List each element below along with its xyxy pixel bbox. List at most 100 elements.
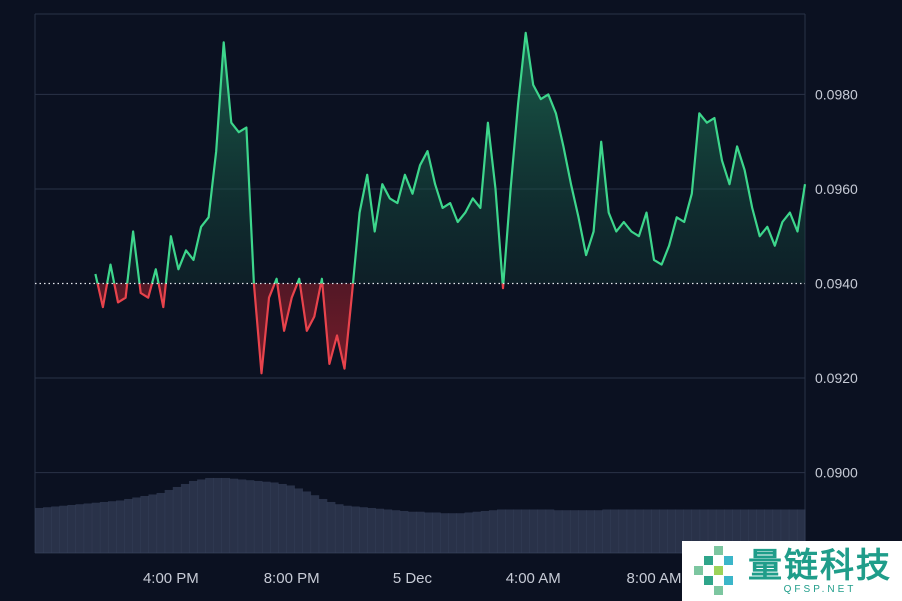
volume-bar: [651, 509, 660, 553]
volume-bar: [553, 510, 563, 553]
axis-ticks: 0.0980 0.0960 0.0940 0.0920 0.0900 4:00 PM 8:0…: [143, 86, 858, 587]
volume-bar: [740, 509, 749, 553]
volume-bar: [537, 509, 547, 553]
volume-bar: [91, 502, 101, 553]
volume-bar: [699, 509, 709, 553]
volume-bar: [391, 510, 401, 553]
y-tick-label: 0.0980: [815, 86, 858, 102]
volume-bar: [189, 480, 198, 553]
y-tick-label: 0.0960: [815, 181, 858, 197]
x-tick-label: 8:00 PM: [264, 570, 320, 587]
volume-bar: [642, 509, 652, 553]
volume-bar: [197, 479, 206, 553]
volume-bar: [472, 511, 482, 553]
area-above-baseline: [95, 32, 805, 284]
volume-bar: [51, 506, 60, 553]
volume-bar: [213, 477, 222, 553]
watermark-url: QFSP.NET: [783, 583, 857, 595]
volume-bar: [334, 504, 344, 553]
volume-bar: [586, 510, 595, 553]
volume-bar: [253, 480, 263, 553]
volume-bar: [675, 509, 684, 553]
volume-bar: [172, 486, 182, 553]
volume-bar: [124, 498, 133, 553]
watermark-logo-icon: [694, 546, 733, 595]
volume-bar: [245, 480, 255, 553]
volume-bar: [788, 509, 798, 553]
volume-bars: [35, 477, 806, 553]
volume-bar: [399, 510, 409, 553]
volume-bar: [278, 483, 287, 553]
volume-bar: [456, 513, 466, 553]
volume-bar: [488, 510, 498, 553]
volume-bar: [424, 512, 433, 553]
volume-bar: [343, 505, 352, 553]
volume-bar: [748, 509, 757, 553]
price-areas: [95, 32, 805, 374]
volume-bar: [75, 504, 85, 553]
volume-bar: [764, 509, 774, 553]
volume-bar: [302, 491, 312, 553]
watermark: 量链科技 QFSP.NET: [682, 541, 902, 601]
volume-bar: [107, 501, 117, 553]
y-tick-label: 0.0900: [815, 465, 858, 481]
volume-bar: [261, 481, 271, 553]
volume-bar: [594, 510, 603, 553]
volume-bar: [383, 509, 393, 553]
volume-bar: [756, 509, 765, 553]
volume-bar: [497, 509, 506, 553]
x-tick-label: 4:00 PM: [143, 570, 199, 587]
volume-bar: [691, 509, 701, 553]
volume-bar: [286, 485, 295, 553]
volume-bar: [626, 509, 636, 553]
volume-bar: [99, 501, 109, 553]
volume-bar: [367, 507, 376, 553]
volume-bar: [415, 511, 425, 553]
volume-bar: [229, 478, 239, 553]
volume-bar: [480, 510, 490, 553]
price-lines: [94, 31, 807, 375]
volume-bar: [43, 507, 52, 553]
volume-bar: [529, 509, 539, 553]
volume-bar: [667, 509, 676, 553]
volume-bar: [780, 509, 790, 553]
volume-bar: [140, 495, 149, 553]
y-tick-label: 0.0940: [815, 276, 858, 292]
volume-bar: [578, 510, 587, 553]
volume-bar: [796, 509, 806, 553]
volume-bar: [464, 512, 474, 553]
volume-bar: [569, 510, 579, 553]
price-line-up: [94, 31, 807, 284]
volume-bar: [359, 507, 368, 553]
volume-bar: [318, 498, 328, 553]
volume-bar: [513, 509, 522, 553]
volume-bar: [156, 492, 166, 553]
volume-bar: [432, 512, 441, 553]
volume-bar: [618, 509, 628, 553]
y-tick-label: 0.0920: [815, 370, 858, 386]
volume-bar: [448, 513, 457, 553]
volume-bar: [707, 509, 717, 553]
volume-bar: [375, 508, 385, 553]
volume-bar: [221, 477, 231, 553]
volume-bar: [294, 488, 303, 553]
volume-bar: [561, 510, 571, 553]
volume-bar: [67, 504, 77, 553]
volume-bar: [116, 500, 125, 553]
volume-bar: [237, 479, 247, 553]
volume-bar: [732, 509, 741, 553]
x-tick-label: 4:00 AM: [506, 570, 561, 587]
volume-bar: [610, 509, 620, 553]
volume-bar: [35, 507, 44, 553]
x-tick-label: 8:00 AM: [626, 570, 681, 587]
volume-bar: [602, 509, 611, 553]
volume-bar: [180, 483, 190, 553]
volume-bar: [521, 509, 530, 553]
volume-bar: [634, 509, 644, 553]
volume-bar: [351, 506, 360, 553]
volume-bar: [659, 509, 668, 553]
volume-bar: [132, 497, 141, 553]
volume-bar: [505, 509, 514, 553]
volume-bar: [545, 509, 555, 553]
